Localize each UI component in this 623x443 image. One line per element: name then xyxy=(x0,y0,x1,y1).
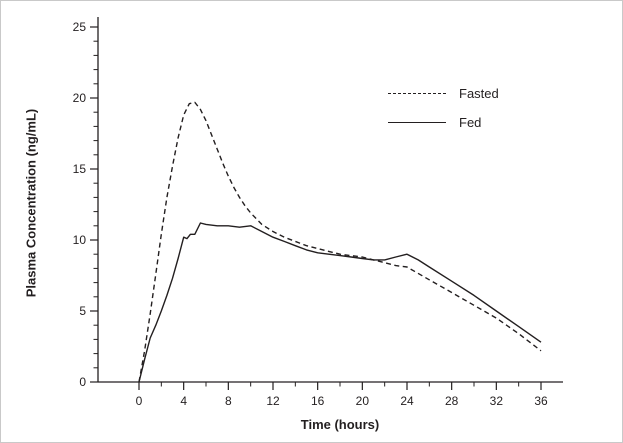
x-tick-label: 20 xyxy=(356,394,370,408)
series-fed xyxy=(138,222,542,383)
x-tick-label: 4 xyxy=(180,394,187,408)
y-tick-label: 10 xyxy=(73,233,87,247)
x-axis-title: Time (hours) xyxy=(300,417,380,432)
fasted-dashed-line-icon xyxy=(388,93,446,94)
y-tick-label: 5 xyxy=(79,304,86,318)
legend: Fasted Fed xyxy=(388,79,499,137)
x-tick-label: 0 xyxy=(136,394,143,408)
x-tick-label: 28 xyxy=(445,394,459,408)
x-tick-label: 12 xyxy=(266,394,280,408)
x-tick-label: 16 xyxy=(311,394,325,408)
fed-solid-line-icon xyxy=(388,122,446,123)
series-fasted xyxy=(138,101,542,383)
x-tick-label: 36 xyxy=(534,394,548,408)
y-axis-title: Plasma Concentration (ng/mL) xyxy=(23,108,39,298)
legend-item-fed: Fed xyxy=(388,108,499,137)
x-tick-label: 8 xyxy=(225,394,232,408)
y-tick-label: 0 xyxy=(79,375,86,389)
x-tick-label: 32 xyxy=(490,394,504,408)
legend-item-fasted: Fasted xyxy=(388,79,499,108)
x-tick-label: 24 xyxy=(400,394,414,408)
y-tick-label: 20 xyxy=(73,91,87,105)
legend-label-fasted: Fasted xyxy=(459,86,499,101)
y-tick-label: 15 xyxy=(73,162,87,176)
legend-label-fed: Fed xyxy=(459,115,482,130)
y-tick-label: 25 xyxy=(73,20,87,34)
